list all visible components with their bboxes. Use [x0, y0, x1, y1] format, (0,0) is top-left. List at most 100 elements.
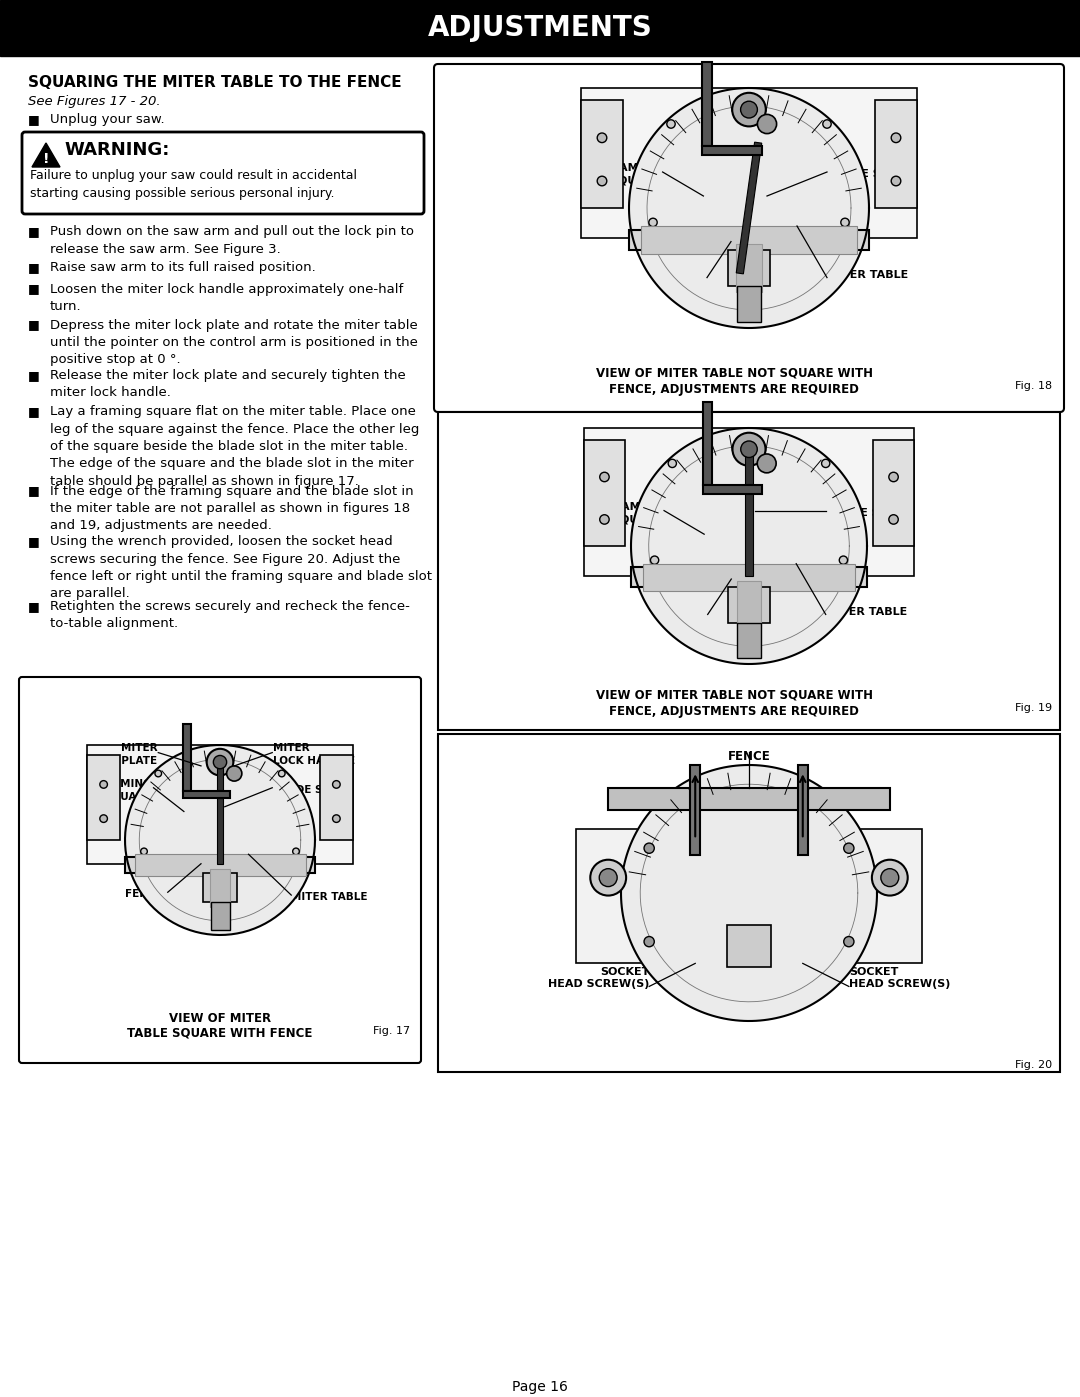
Circle shape: [822, 460, 829, 468]
Text: MITER
LOCK PLATE: MITER LOCK PLATE: [87, 743, 158, 766]
Circle shape: [599, 514, 609, 524]
Text: VIEW OF MITER TABLE NOT SQUARE WITH
FENCE, ADJUSTMENTS ARE REQUIRED: VIEW OF MITER TABLE NOT SQUARE WITH FENC…: [595, 687, 873, 718]
Text: SOCKET
HEAD SCREW(S): SOCKET HEAD SCREW(S): [548, 967, 649, 989]
Text: ■: ■: [28, 282, 40, 296]
Circle shape: [214, 756, 227, 768]
Text: ■: ■: [28, 535, 40, 548]
Circle shape: [599, 869, 617, 887]
Circle shape: [881, 869, 899, 887]
Circle shape: [99, 781, 107, 788]
Circle shape: [891, 133, 901, 142]
Text: Fig. 18: Fig. 18: [1015, 381, 1052, 391]
Polygon shape: [737, 142, 761, 274]
Bar: [702, 61, 712, 145]
Text: SOCKET
HEAD SCREW(S): SOCKET HEAD SCREW(S): [849, 967, 950, 989]
Bar: [581, 101, 623, 208]
Text: FENCE: FENCE: [665, 270, 706, 279]
Bar: [183, 791, 230, 798]
Circle shape: [591, 859, 626, 895]
Text: VIEW OF MITER TABLE NOT SQUARE WITH
FENCE, ADJUSTMENTS ARE REQUIRED: VIEW OF MITER TABLE NOT SQUARE WITH FENC…: [595, 366, 873, 395]
Circle shape: [757, 115, 777, 134]
Text: If the edge of the framing square and the blade slot in
the miter table are not : If the edge of the framing square and th…: [50, 485, 414, 532]
Bar: [203, 873, 237, 901]
Bar: [629, 229, 869, 250]
Bar: [631, 567, 867, 587]
Circle shape: [669, 460, 676, 468]
Circle shape: [823, 120, 832, 129]
Bar: [438, 733, 1059, 1071]
Polygon shape: [631, 427, 867, 664]
Bar: [183, 724, 190, 791]
Circle shape: [741, 441, 757, 457]
Bar: [873, 440, 914, 546]
Circle shape: [741, 101, 757, 117]
Circle shape: [279, 770, 285, 777]
Text: WARNING:: WARNING:: [64, 141, 170, 159]
Text: ■: ■: [28, 261, 40, 274]
Text: ■: ■: [28, 319, 40, 331]
Circle shape: [841, 218, 849, 226]
Circle shape: [843, 936, 854, 947]
Bar: [87, 745, 353, 863]
Circle shape: [889, 514, 899, 524]
Text: See Figures 17 - 20.: See Figures 17 - 20.: [28, 95, 161, 108]
Bar: [745, 446, 753, 576]
Text: ■: ■: [28, 369, 40, 381]
Circle shape: [757, 454, 777, 472]
Circle shape: [650, 556, 659, 564]
Circle shape: [666, 120, 675, 129]
Text: ■: ■: [28, 225, 40, 237]
Text: Loosen the miter lock handle approximately one-half
turn.: Loosen the miter lock handle approximate…: [50, 282, 403, 313]
Circle shape: [891, 176, 901, 186]
Text: FRAMING
SQUARE: FRAMING SQUARE: [604, 163, 661, 186]
Text: Push down on the saw arm and pull out the lock pin to
release the saw arm. See F: Push down on the saw arm and pull out th…: [50, 225, 414, 256]
Bar: [643, 564, 855, 591]
Text: Depress the miter lock plate and rotate the miter table
until the pointer on the: Depress the miter lock plate and rotate …: [50, 319, 418, 366]
Polygon shape: [32, 142, 60, 168]
Circle shape: [649, 218, 658, 226]
Text: MITER TABLE: MITER TABLE: [292, 893, 368, 902]
Circle shape: [889, 472, 899, 482]
Bar: [703, 402, 713, 485]
Bar: [210, 869, 230, 907]
Text: MITER TABLE: MITER TABLE: [827, 270, 908, 279]
Text: Unplug your saw.: Unplug your saw.: [50, 113, 164, 126]
Text: ■: ■: [28, 599, 40, 613]
Text: Using the wrench provided, loosen the socket head
screws securing the fence. See: Using the wrench provided, loosen the so…: [50, 535, 432, 601]
Text: Release the miter lock plate and securely tighten the
miter lock handle.: Release the miter lock plate and securel…: [50, 369, 406, 400]
Text: SQUARING THE MITER TABLE TO THE FENCE: SQUARING THE MITER TABLE TO THE FENCE: [28, 75, 402, 89]
Text: ADJUSTMENTS: ADJUSTMENTS: [428, 14, 652, 42]
Bar: [584, 440, 625, 546]
Polygon shape: [629, 88, 869, 328]
Circle shape: [839, 556, 848, 564]
Circle shape: [732, 433, 766, 465]
Bar: [87, 754, 120, 840]
Text: MITER TABLE: MITER TABLE: [826, 606, 907, 617]
Circle shape: [333, 814, 340, 823]
Text: ■: ■: [28, 405, 40, 418]
Text: FRAMING
SQUARE: FRAMING SQUARE: [605, 502, 663, 524]
Text: BLADE SLOT: BLADE SLOT: [273, 785, 345, 795]
Circle shape: [206, 749, 233, 775]
Circle shape: [644, 936, 654, 947]
Circle shape: [140, 848, 147, 855]
Bar: [703, 485, 762, 495]
Text: Lay a framing square flat on the miter table. Place one
leg of the square agains: Lay a framing square flat on the miter t…: [50, 405, 419, 488]
Bar: [135, 854, 306, 876]
Circle shape: [644, 842, 654, 854]
Text: FENCE: FENCE: [728, 750, 770, 763]
FancyBboxPatch shape: [434, 64, 1064, 412]
Bar: [608, 788, 890, 810]
Text: Fig. 19: Fig. 19: [1015, 703, 1052, 712]
Bar: [211, 901, 229, 930]
Circle shape: [333, 781, 340, 788]
Bar: [728, 250, 770, 286]
Text: FENCE: FENCE: [666, 606, 706, 617]
Text: VIEW OF MITER: VIEW OF MITER: [168, 1011, 271, 1025]
Bar: [217, 759, 222, 863]
Circle shape: [843, 842, 854, 854]
Circle shape: [599, 472, 609, 482]
Bar: [798, 766, 808, 855]
FancyBboxPatch shape: [22, 131, 424, 214]
Circle shape: [732, 92, 766, 126]
